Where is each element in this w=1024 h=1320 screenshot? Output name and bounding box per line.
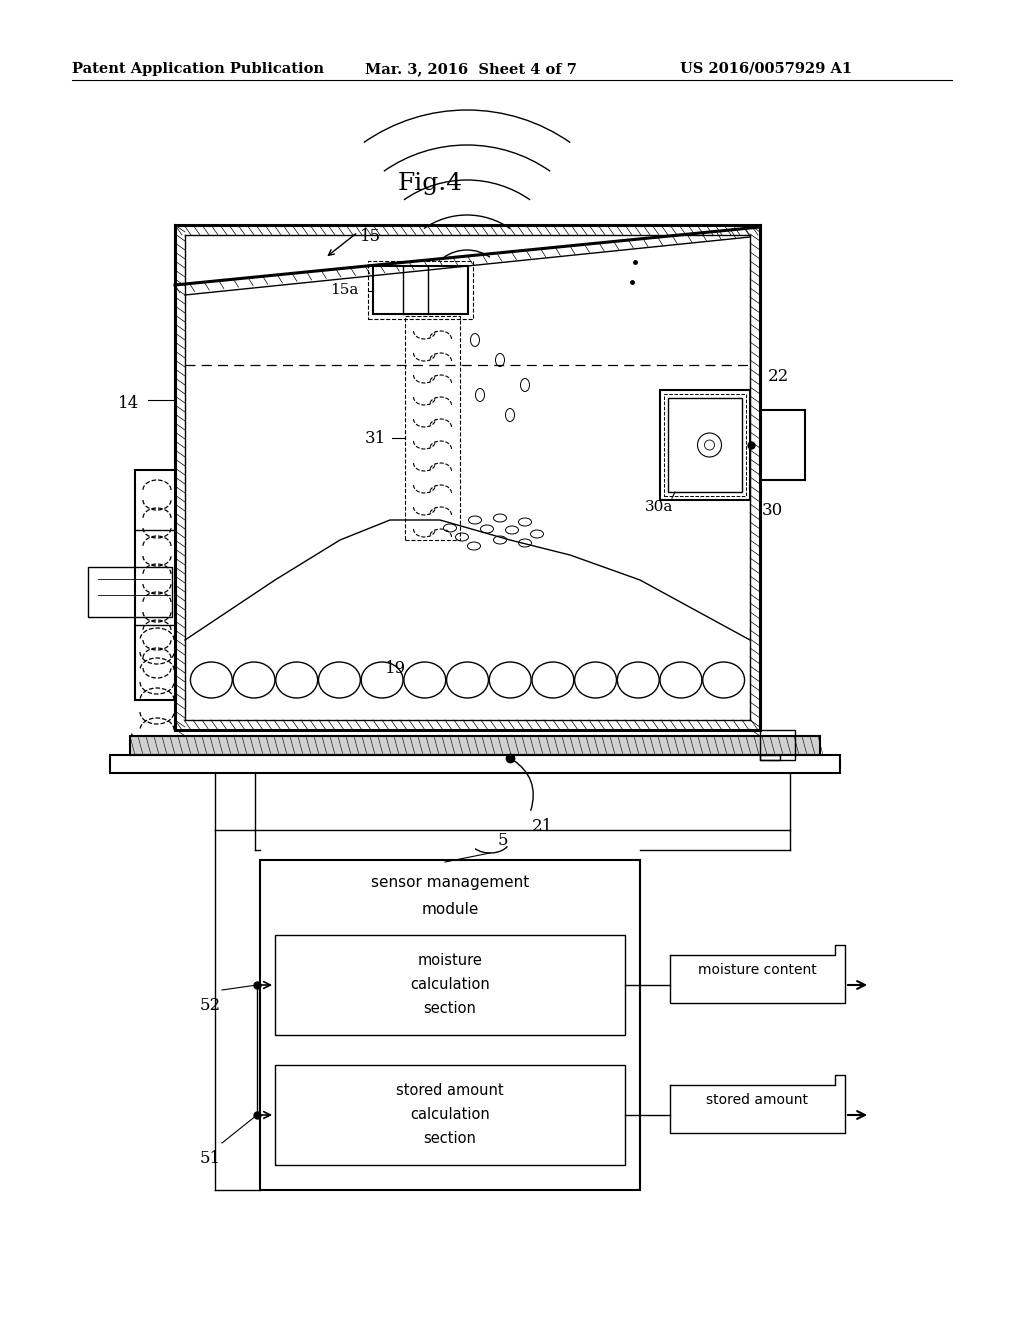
Text: section: section [424,1001,476,1016]
Text: sensor management: sensor management [371,875,529,890]
Text: moisture content: moisture content [698,964,817,977]
Text: 22: 22 [768,368,790,385]
Text: module: module [421,902,478,917]
Bar [275,1065,625,1166]
Text: Fig.4: Fig.4 [397,172,463,195]
Text: Mar. 3, 2016  Sheet 4 of 7: Mar. 3, 2016 Sheet 4 of 7 [365,62,577,77]
Text: 15: 15 [360,228,381,246]
Text: 15a: 15a [330,282,358,297]
Bar [760,755,780,760]
Bar [406,315,460,540]
Text: 21: 21 [532,818,553,836]
Text: 14: 14 [118,395,139,412]
Text: calculation: calculation [411,977,489,993]
Bar [668,399,742,492]
Text: calculation: calculation [411,1107,489,1122]
Text: 31: 31 [365,430,386,447]
Text: stored amount: stored amount [396,1082,504,1098]
Text: moisture: moisture [418,953,482,968]
Text: US 2016/0057929 A1: US 2016/0057929 A1 [680,62,852,77]
Bar [660,389,750,500]
Text: section: section [424,1131,476,1146]
Bar [130,737,820,755]
Bar [760,730,795,760]
Bar [88,568,172,616]
Bar [275,935,625,1035]
Text: 30a: 30a [645,500,674,513]
Text: 52: 52 [200,997,221,1014]
Text: 5: 5 [498,832,508,849]
Text: Patent Application Publication: Patent Application Publication [72,62,324,77]
Bar [260,861,640,1191]
Text: stored amount: stored amount [707,1093,809,1107]
Bar [664,393,746,496]
Text: 51: 51 [200,1150,221,1167]
Bar [368,261,473,319]
Bar [110,755,840,774]
Text: 19: 19 [385,660,407,677]
Bar [373,267,468,314]
Text: 30: 30 [762,502,783,519]
